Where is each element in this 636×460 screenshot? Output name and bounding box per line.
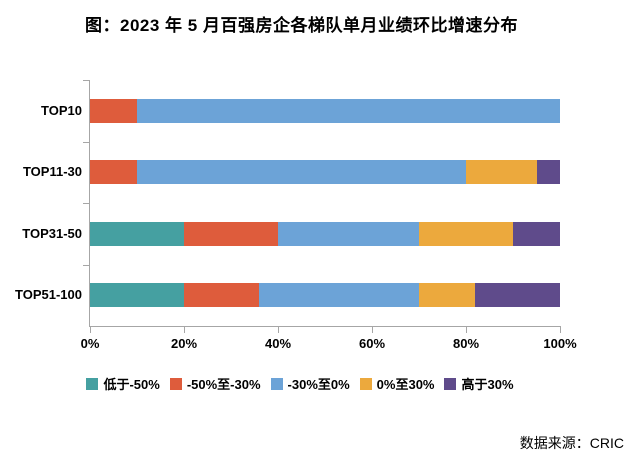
x-tick-label: 40%: [264, 336, 292, 351]
y-axis-label: TOP31-50: [22, 225, 82, 241]
data-source: 数据来源：CRIC: [519, 435, 624, 451]
x-axis-tick: [278, 326, 279, 333]
y-axis-tick: [83, 264, 89, 266]
bar-row-top31-50: [90, 221, 560, 246]
x-axis-tick: [372, 326, 373, 333]
bar-segment: [184, 283, 260, 308]
x-tick-label: 80%: [452, 336, 480, 351]
bar-segment: [475, 283, 560, 308]
legend-label: 低于-50%: [103, 377, 160, 392]
x-axis-tick: [184, 326, 185, 333]
x-axis-tick: [466, 326, 467, 333]
legend-item: 高于30%: [444, 374, 514, 393]
x-tick-label: 20%: [170, 336, 198, 351]
y-axis-label: TOP10: [41, 102, 82, 118]
bar-segment: [137, 160, 466, 185]
legend-item: -50%至-30%: [169, 374, 261, 393]
bar-segment: [278, 221, 419, 246]
y-axis-label: TOP51-100: [15, 287, 82, 303]
y-axis-tick: [83, 80, 89, 81]
bar-segment: [90, 160, 137, 185]
bar-segment: [536, 160, 560, 185]
bar-segment: [137, 98, 560, 123]
y-axis-tick: [83, 203, 89, 204]
x-axis-tick: [560, 326, 561, 333]
bar-row-top11-30: [90, 160, 560, 185]
y-axis-label: TOP11-30: [22, 164, 82, 180]
legend-item: 低于-50%: [86, 374, 160, 393]
legend-label: 0%至30%: [376, 377, 435, 392]
x-tick-label: 100%: [543, 336, 577, 351]
legend-label: -30%至0%: [287, 377, 350, 392]
bar-row-top51-100: [90, 283, 560, 308]
plot-area: 0% 20% 40% 60% 80% 100%: [81, 80, 577, 351]
legend-swatch-icon: [270, 377, 283, 390]
y-axis-tick: [83, 141, 89, 143]
legend-swatch-icon: [86, 377, 99, 390]
bar-segment: [90, 283, 184, 308]
bar-segment: [418, 283, 476, 308]
bar-segment: [513, 221, 560, 246]
legend-swatch-icon: [169, 377, 182, 390]
bar-segment: [184, 221, 278, 246]
x-tick-label: 0%: [80, 336, 100, 351]
bar-segment: [90, 98, 137, 123]
legend-item: 0%至30%: [359, 374, 435, 393]
bar-row-top10: [90, 98, 560, 123]
bar-segment: [419, 221, 513, 246]
x-tick-label: 60%: [358, 336, 386, 351]
legend-item: -30%至0%: [270, 374, 350, 393]
legend-swatch-icon: [444, 377, 457, 390]
legend-label: -50%至-30%: [186, 377, 261, 392]
bar-segment: [466, 160, 537, 185]
x-axis-tick: [90, 326, 91, 333]
bar-segment: [90, 221, 184, 246]
legend: 低于-50% -50%至-30% -30%至0% 0%至30% 高于30%: [15, 374, 585, 393]
legend-label: 高于30%: [461, 377, 514, 392]
chart-title: 图：2023 年 5 月百强房企各梯队单月业绩环比增速分布: [85, 16, 518, 35]
legend-swatch-icon: [359, 377, 372, 390]
bar-segment: [259, 283, 419, 308]
